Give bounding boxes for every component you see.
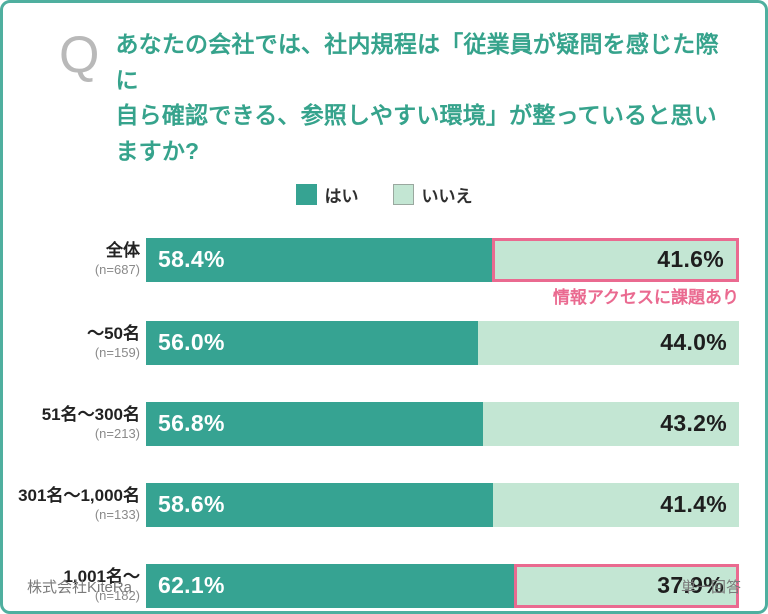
row-label: 〜50名 (n=159): [3, 323, 146, 361]
answer-type-note: 単一回答: [680, 579, 741, 596]
bar-track: 58.4% 41.6%: [146, 237, 739, 282]
sample-size: (n=133): [94, 506, 140, 522]
category-label: 〜50名: [87, 324, 140, 344]
bar-value-no: 43.2%: [660, 410, 727, 437]
question-header: Q あなたの会社では、社内規程は「従業員が疑問を感じた際に 自ら確認できる、参照…: [3, 3, 765, 170]
chart-row: 〜50名 (n=159) 56.0% 44.0%: [3, 320, 765, 365]
bar-segment-no: 41.4%: [493, 482, 739, 527]
chart-row: 51名〜300名 (n=213) 56.8% 43.2%: [3, 401, 765, 446]
bar-segment-no: 44.0%: [478, 320, 739, 365]
category-label: 1,001名〜: [63, 567, 140, 587]
bar-track: 56.0% 44.0%: [146, 320, 739, 365]
bar-value-yes: 56.8%: [158, 410, 225, 437]
bar-segment-yes: 58.4%: [146, 237, 493, 282]
chart-footer: 株式会社KiteRa 単一回答: [27, 576, 741, 597]
bar-segment-no: 37.9%: [514, 563, 739, 608]
highlight-annotation: 情報アクセスに課題あり: [552, 287, 739, 307]
legend-label-yes: はい: [324, 187, 359, 207]
bar-segment-yes: 62.1%: [146, 563, 515, 608]
bar-track: 62.1% 37.9%: [146, 563, 739, 608]
bar-segment-yes: 58.6%: [146, 482, 494, 527]
bar-segment-yes: 56.8%: [146, 401, 483, 446]
question-title: あなたの会社では、社内規程は「従業員が疑問を感じた際に 自ら確認できる、参照しや…: [115, 27, 735, 170]
chart-legend: はい いいえ: [3, 182, 765, 208]
legend-label-no: いいえ: [421, 187, 473, 207]
category-label: 301名〜1,000名: [18, 486, 140, 506]
sample-size: (n=182): [94, 587, 140, 603]
row-label: 1,001名〜 (n=182): [3, 566, 146, 604]
chart-row: 全体 (n=687) 58.4% 41.6%: [3, 237, 765, 282]
bar-track: 56.8% 43.2%: [146, 401, 739, 446]
bar-value-no: 44.0%: [660, 329, 727, 356]
legend-item-no: いいえ: [392, 182, 473, 207]
row-label: 51名〜300名 (n=213): [3, 404, 146, 442]
bar-value-yes: 62.1%: [158, 572, 225, 599]
question-mark-icon: Q: [59, 26, 100, 84]
category-label: 全体: [106, 241, 140, 261]
category-label: 51名〜300名: [41, 405, 140, 425]
chart-row: 301名〜1,000名 (n=133) 58.6% 41.4%: [3, 482, 765, 527]
chart-rows: 全体 (n=687) 58.4% 41.6% 情報アクセスに課題あり 〜50名 …: [3, 237, 765, 608]
bar-track: 58.6% 41.4%: [146, 482, 739, 527]
bar-value-yes: 58.6%: [158, 491, 225, 518]
question-title-line2: 自ら確認できる、参照しやすい環境」が整っていると思いますか?: [115, 102, 717, 164]
question-title-line1: あなたの会社では、社内規程は「従業員が疑問を感じた際に: [115, 31, 719, 93]
chart-row: 1,001名〜 (n=182) 62.1% 37.9%: [3, 563, 765, 608]
sample-size: (n=687): [94, 261, 140, 277]
bar-segment-no: 41.6%: [492, 237, 739, 282]
row-label: 301名〜1,000名 (n=133): [3, 485, 146, 523]
legend-swatch-no: [392, 184, 414, 206]
sample-size: (n=159): [94, 344, 140, 360]
source-company: 株式会社KiteRa: [27, 579, 133, 596]
bar-segment-no: 43.2%: [482, 401, 739, 446]
legend-item-yes: はい: [295, 182, 359, 207]
bar-segment-yes: 56.0%: [146, 320, 479, 365]
sample-size: (n=213): [94, 425, 140, 441]
bar-value-no: 41.6%: [657, 246, 724, 273]
bar-value-yes: 58.4%: [158, 246, 225, 273]
legend-swatch-yes: [295, 184, 317, 206]
bar-value-yes: 56.0%: [158, 329, 225, 356]
row-label: 全体 (n=687): [3, 240, 146, 278]
bar-value-no: 37.9%: [657, 572, 724, 599]
bar-value-no: 41.4%: [660, 491, 727, 518]
